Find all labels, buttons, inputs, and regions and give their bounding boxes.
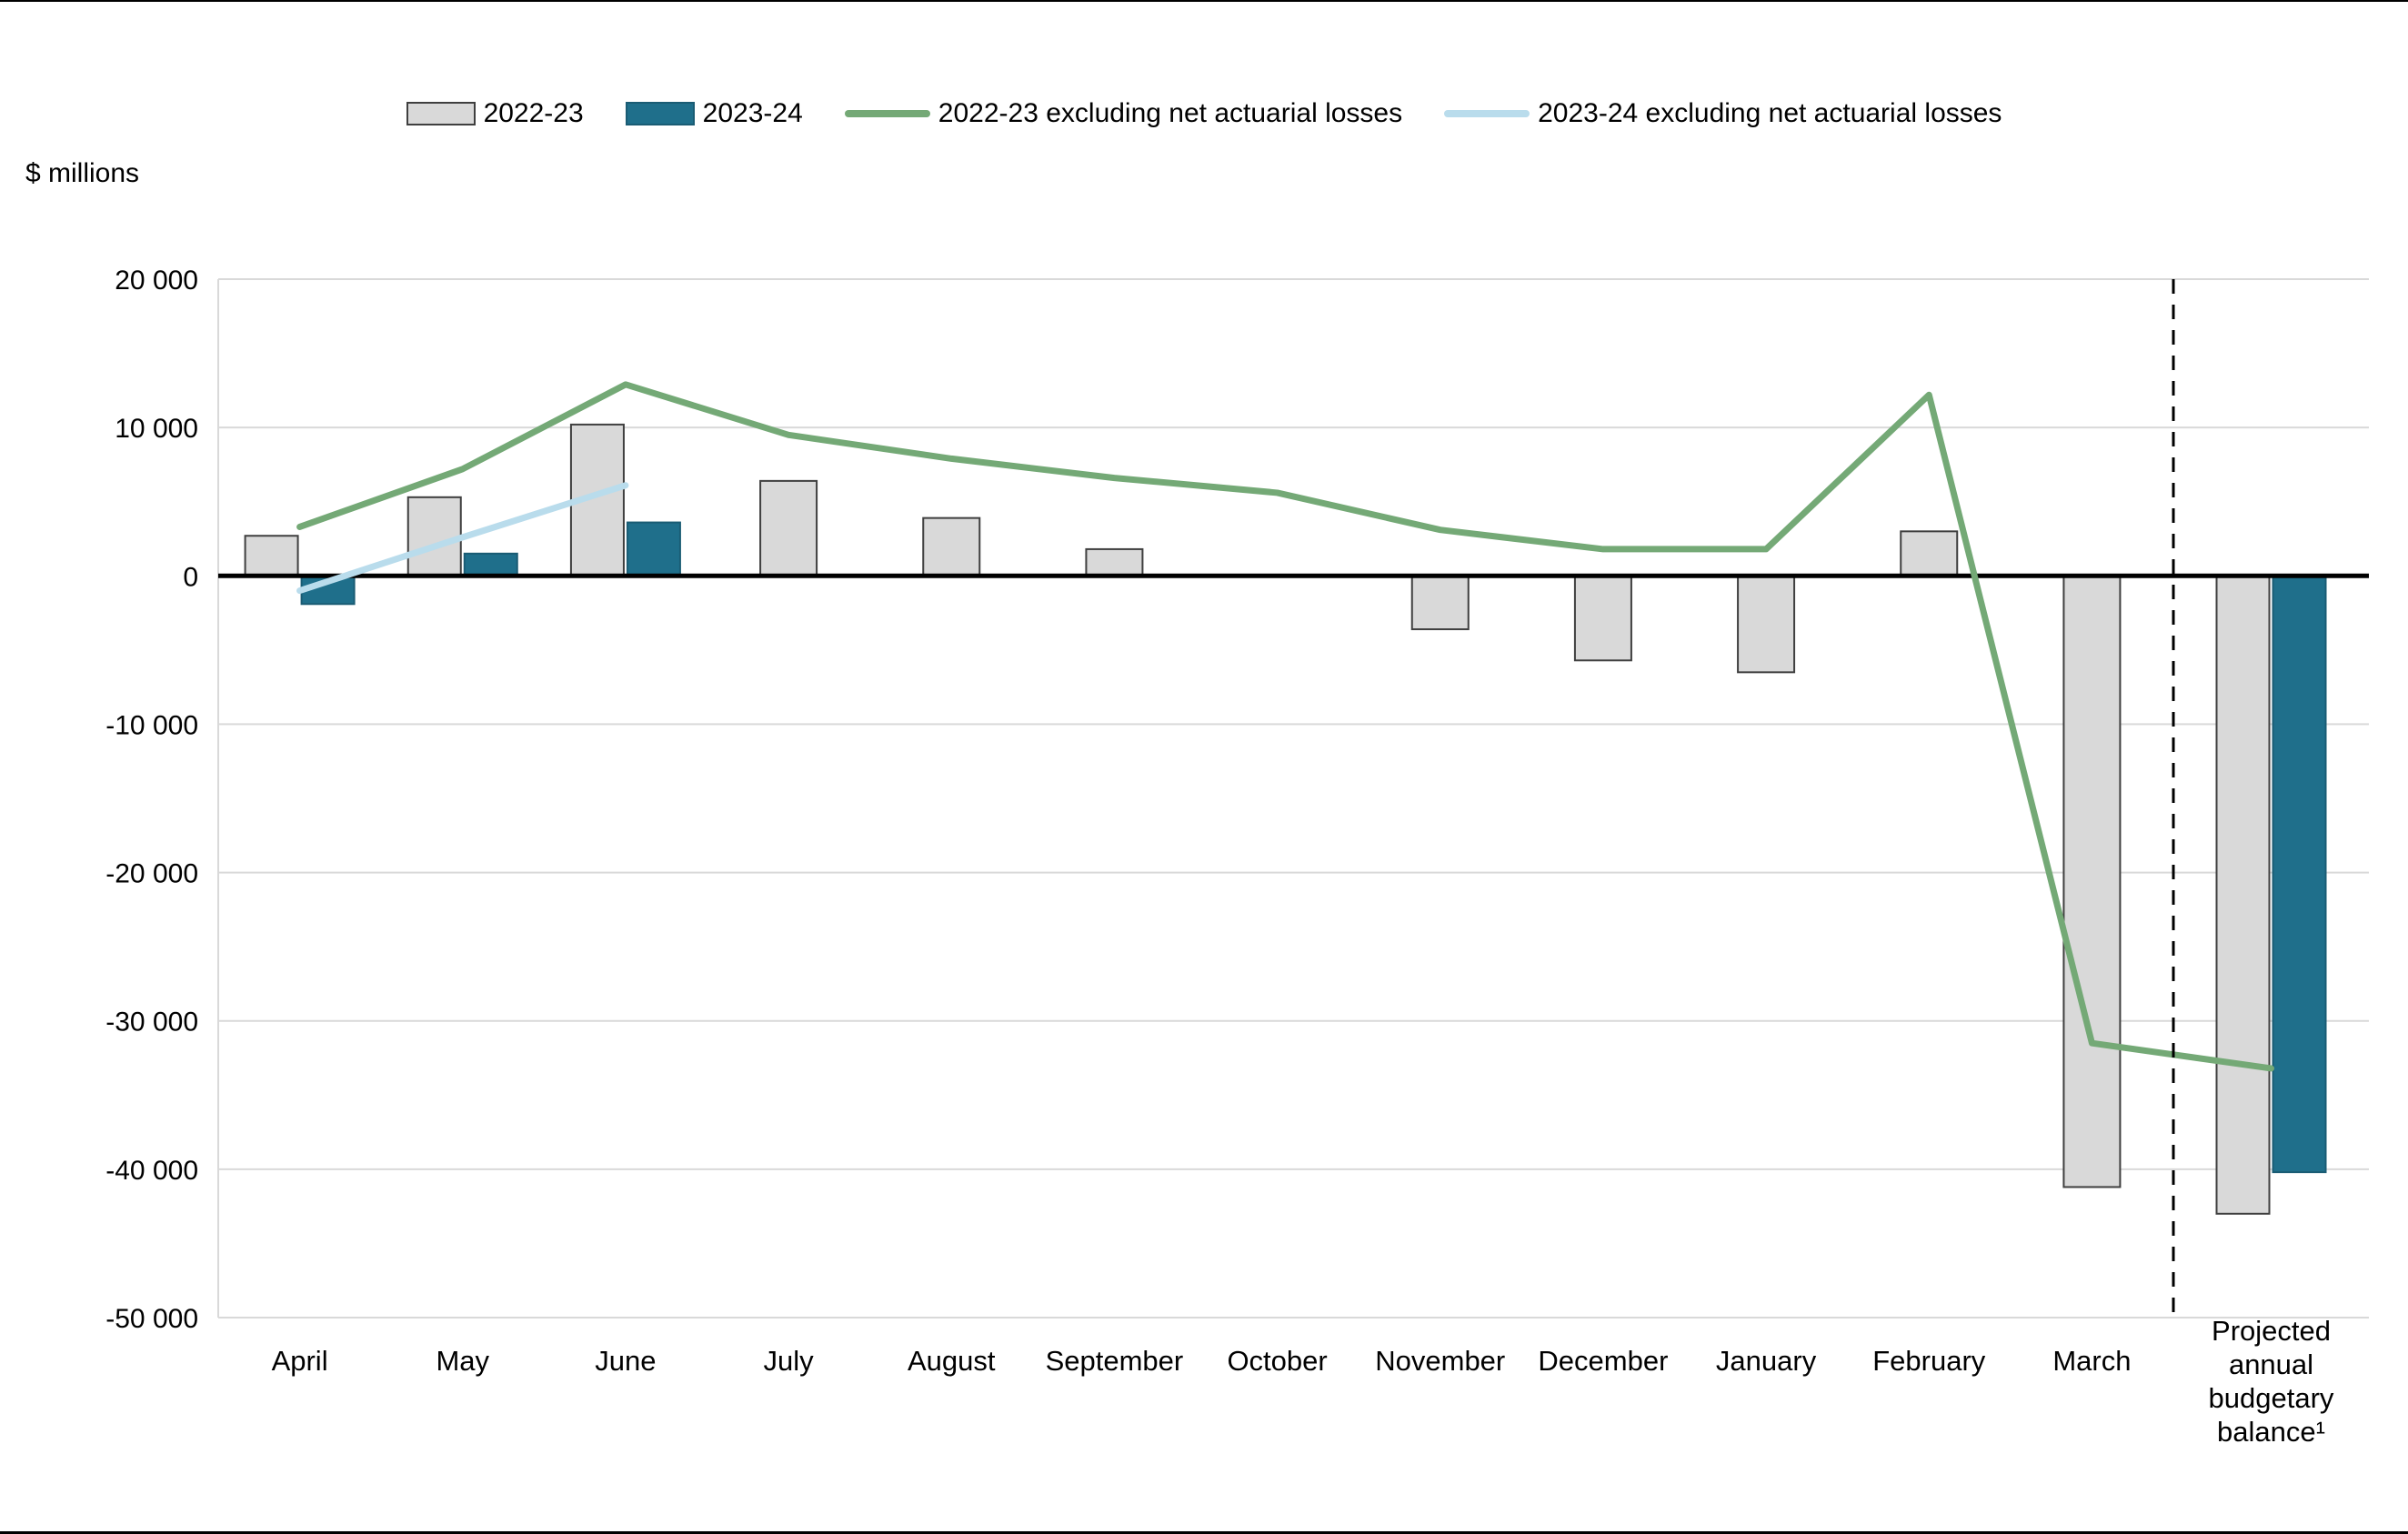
bar-2022-23-february	[1900, 530, 1959, 577]
gridlines	[218, 278, 2369, 1318]
y-tick-label: -10 000	[105, 710, 198, 740]
x-axis-label: January	[1716, 1345, 1817, 1377]
x-axis-label: May	[436, 1345, 489, 1377]
x-axis-label: September	[1046, 1345, 1184, 1377]
x-axis-label: December	[1538, 1345, 1668, 1377]
x-axis-label: October	[1227, 1345, 1327, 1377]
bar-2023-24-june	[626, 521, 681, 577]
legend-item-2022-23-excluding-net-actuarial-losses: 2022-23 excluding net actuarial losses	[844, 98, 1403, 129]
bar-2022-23-december	[1573, 575, 1632, 662]
line-2022-23-excluding-net-actuarial-losses	[296, 381, 2274, 1072]
legend: 2022-23 2023-24 2022-23 excluding net actu…	[0, 98, 2408, 129]
series-lines	[296, 381, 2274, 1072]
legend-label: 2022-23	[483, 98, 584, 128]
bar-2022-23-may	[406, 496, 462, 577]
y-tick-label: -50 000	[105, 1304, 198, 1334]
legend-item-2023-24: 2023-24	[625, 98, 803, 129]
y-axis-units-label: $ millions	[25, 158, 140, 188]
x-axis-label: March	[2052, 1345, 2131, 1377]
x-axis-labels: April May June July August September October No…	[272, 1315, 2334, 1448]
x-axis-label: Projected annual budgetary balance¹	[2209, 1315, 2334, 1448]
bar-2022-23-january	[1737, 575, 1796, 674]
legend-item-2023-24-excluding-net-actuarial-losses: 2023-24 excluding net actuarial losses	[1444, 98, 2002, 129]
line-2023-24-excluding-net-actuarial-losses	[296, 482, 629, 595]
y-tick-label: -30 000	[105, 1008, 198, 1038]
x-axis-label: April	[272, 1345, 328, 1377]
y-tick-label: 10 000	[115, 414, 198, 444]
x-axis-label: July	[764, 1345, 815, 1377]
bar-2022-23-projected	[2215, 575, 2271, 1215]
legend-label: 2022-23 excluding net actuarial losses	[938, 98, 1403, 128]
x-axis-label: June	[595, 1345, 656, 1377]
bar-2022-23-september	[1085, 547, 1144, 577]
bar-2023-24-may	[463, 552, 518, 577]
bar-2022-23-november	[1410, 575, 1470, 631]
x-axis-label: August	[908, 1345, 996, 1377]
legend-label: 2023-24	[702, 98, 803, 128]
bar-2022-23-april	[244, 535, 299, 577]
legend-bar-swatch-0	[406, 102, 476, 125]
y-tick-label: -20 000	[105, 859, 198, 889]
legend-item-2022-23: 2022-23	[406, 98, 584, 129]
bar-2022-23-july	[759, 479, 818, 577]
legend-line-swatch-2	[844, 110, 930, 117]
legend-bar-swatch-1	[625, 102, 695, 125]
bar-2023-24-projected	[2272, 575, 2327, 1174]
x-axis-label: February	[1872, 1345, 1986, 1377]
bar-2022-23-march	[2062, 575, 2122, 1188]
bars	[244, 423, 2327, 1215]
bar-2022-23-august	[922, 516, 981, 577]
y-axis-labels: 20 000 10 000 0 -10 000 -20 000 -30 000 -40 00…	[105, 266, 198, 1334]
y-tick-label: 0	[183, 562, 198, 592]
y-tick-label: -40 000	[105, 1156, 198, 1186]
x-axis-label: November	[1375, 1345, 1505, 1377]
y-tick-label: 20 000	[115, 266, 198, 296]
legend-label: 2023-24 excluding net actuarial losses	[1538, 98, 2002, 128]
legend-line-swatch-3	[1444, 110, 1530, 117]
